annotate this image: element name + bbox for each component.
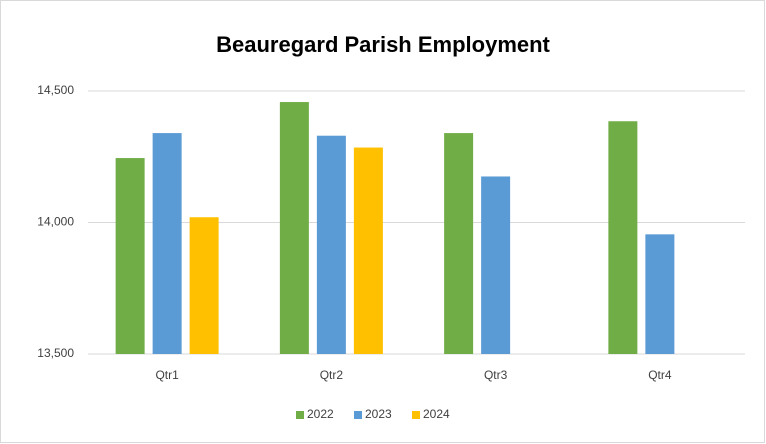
bar (353, 147, 383, 354)
x-tick-label: Qtr4 (648, 368, 672, 382)
legend-label: 2023 (365, 407, 392, 421)
bar (189, 217, 219, 354)
y-tick-label: 13,500 (37, 346, 74, 360)
x-tick-label: Qtr1 (155, 368, 179, 382)
y-tick-label: 14,000 (37, 215, 74, 229)
bar (115, 158, 145, 354)
legend-swatch (296, 411, 304, 419)
bar (152, 133, 182, 354)
bar (481, 176, 511, 354)
bar (279, 102, 309, 355)
y-tick-label: 14,500 (37, 83, 74, 97)
legend-label: 2024 (423, 407, 450, 421)
bar (444, 133, 474, 354)
legend-swatch (354, 411, 362, 419)
legend-label: 2022 (307, 407, 334, 421)
bar (645, 234, 675, 354)
bar (608, 121, 638, 355)
legend-swatch (412, 411, 420, 419)
x-tick-label: Qtr3 (484, 368, 508, 382)
x-tick-label: Qtr2 (320, 368, 344, 382)
bar (316, 135, 346, 354)
chart-title: Beauregard Parish Employment (216, 32, 550, 57)
